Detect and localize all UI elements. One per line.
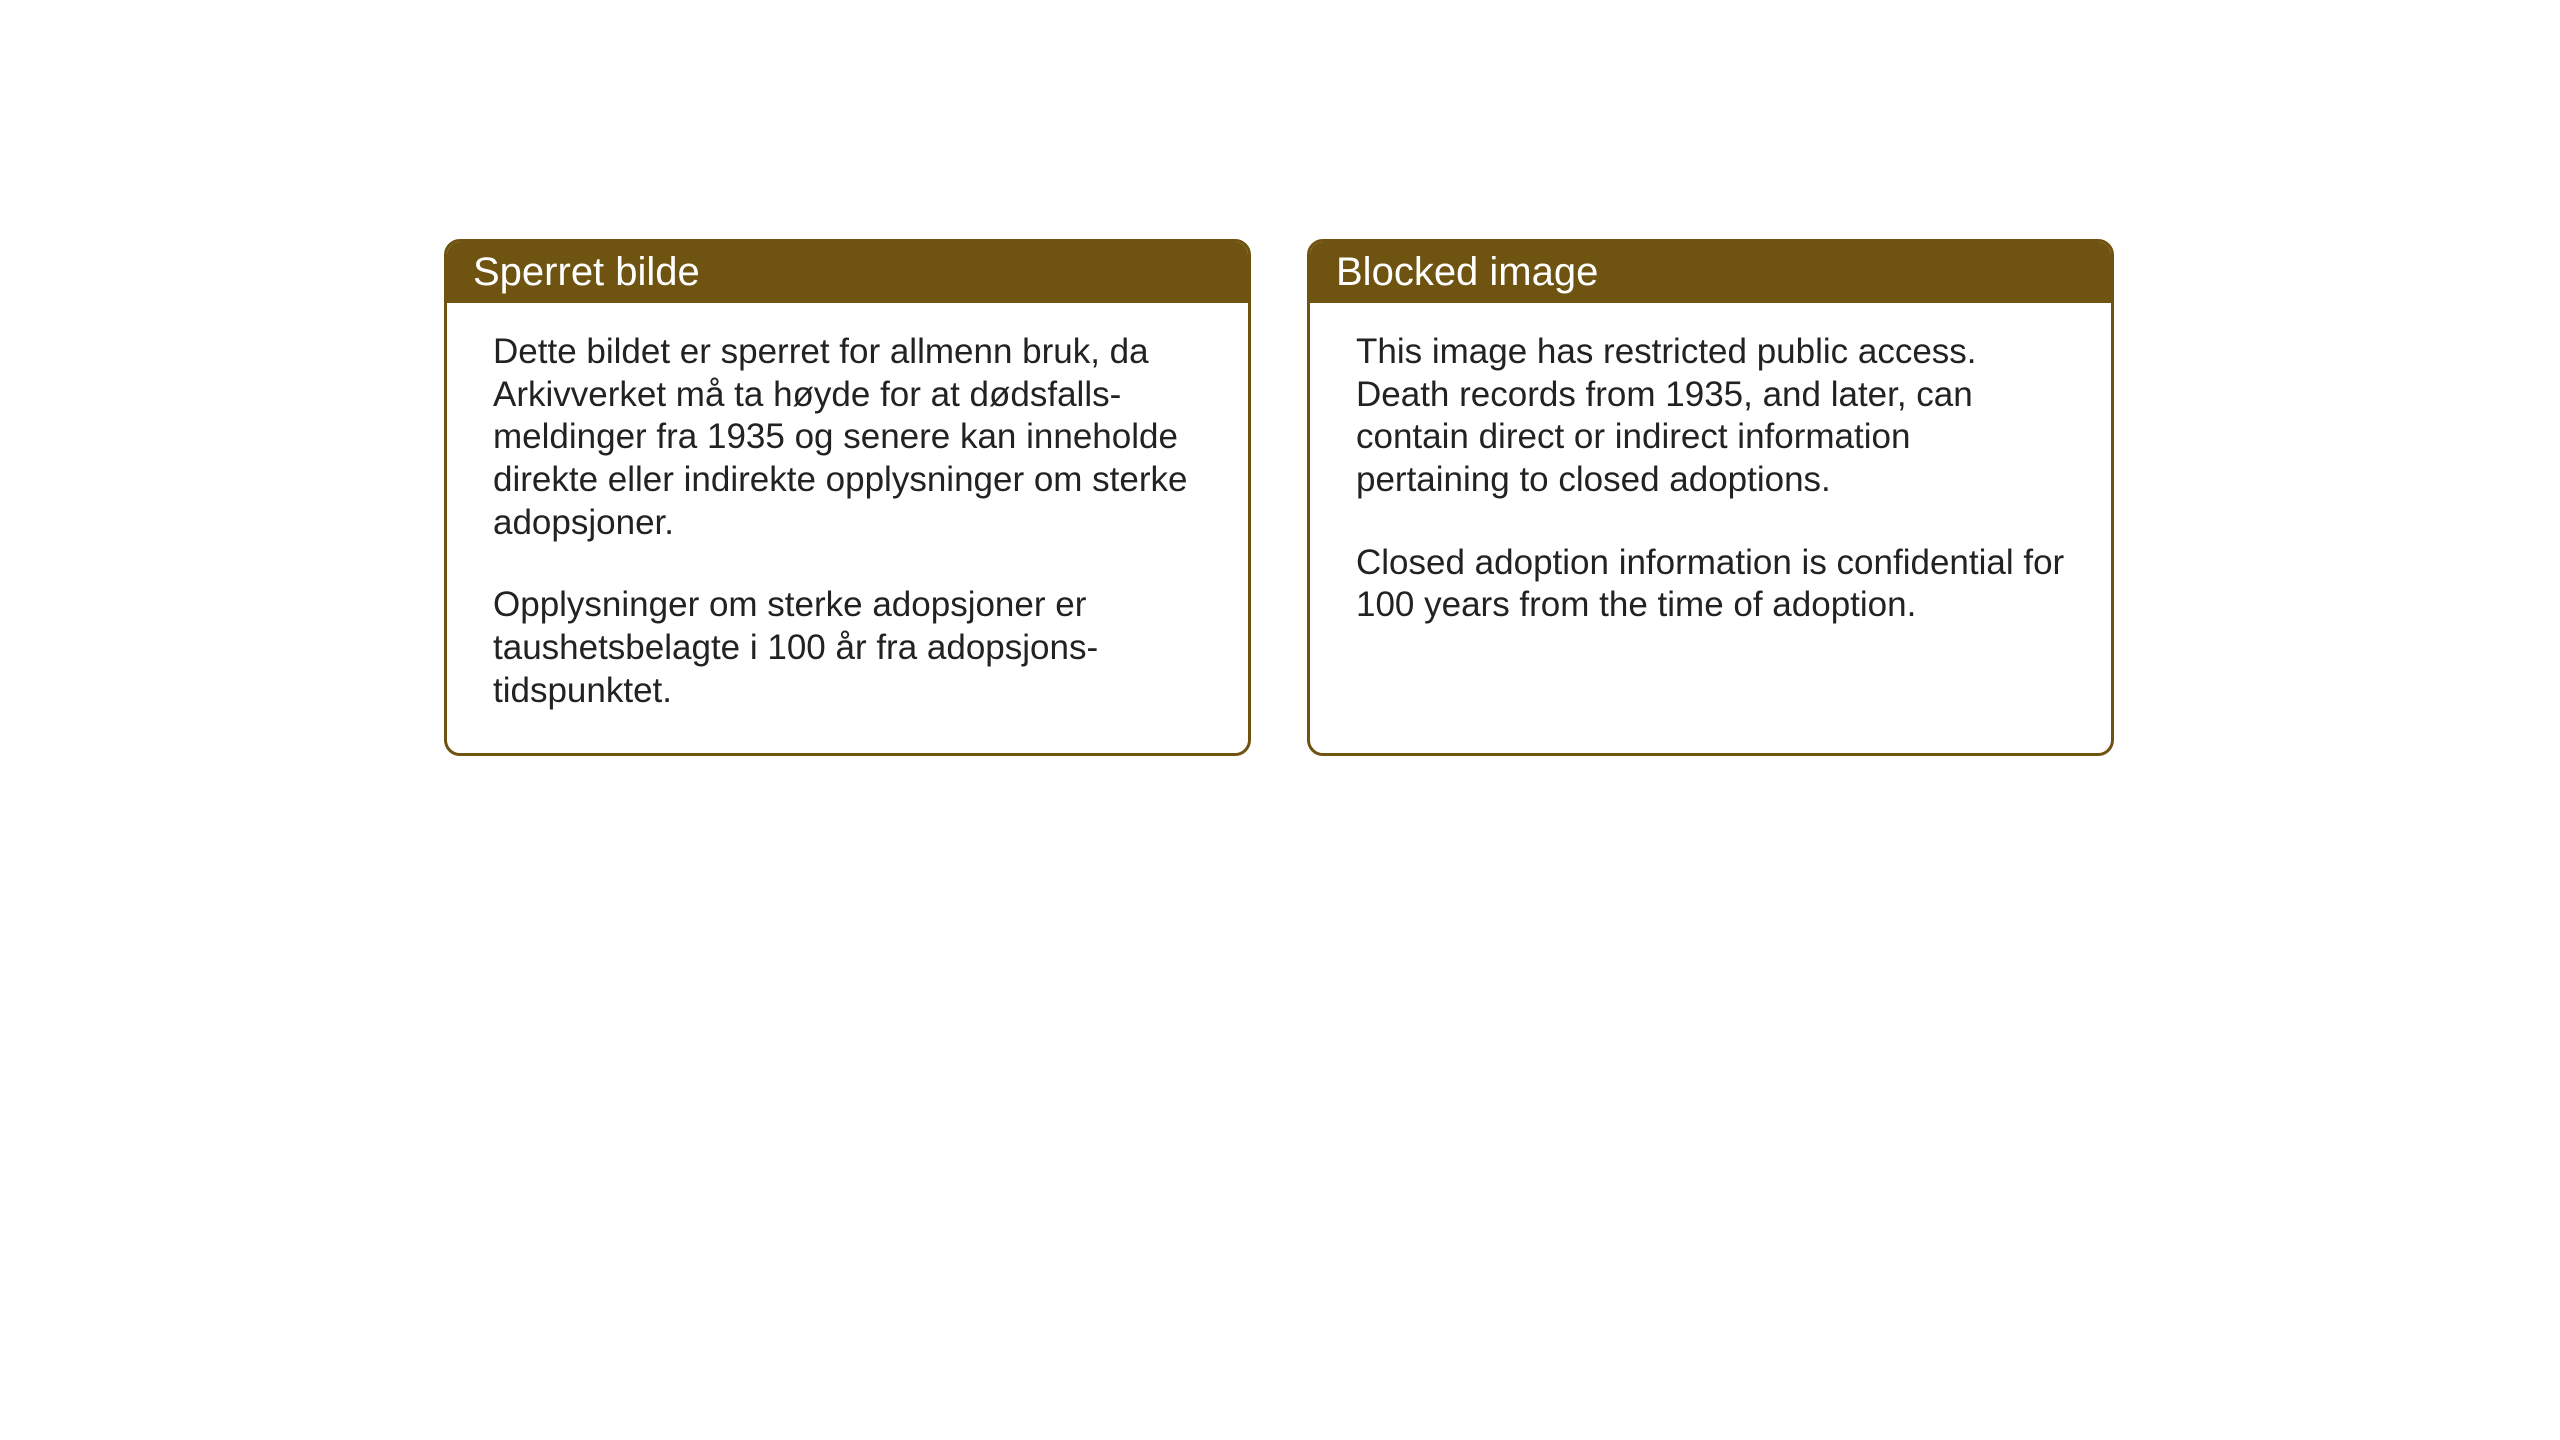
notice-card-norwegian: Sperret bilde Dette bildet er sperret fo… (444, 239, 1251, 756)
notice-paragraph: Dette bildet er sperret for allmenn bruk… (493, 331, 1202, 544)
notice-paragraph: Opplysninger om sterke adopsjoner er tau… (493, 584, 1202, 712)
notice-header-norwegian: Sperret bilde (447, 242, 1248, 303)
notice-body-english: This image has restricted public access.… (1310, 303, 2111, 727)
notice-title: Blocked image (1336, 250, 1598, 294)
notice-card-english: Blocked image This image has restricted … (1307, 239, 2114, 756)
notice-header-english: Blocked image (1310, 242, 2111, 303)
notice-paragraph: This image has restricted public access.… (1356, 331, 2065, 502)
notice-container: Sperret bilde Dette bildet er sperret fo… (444, 239, 2114, 756)
notice-paragraph: Closed adoption information is confident… (1356, 542, 2065, 627)
notice-body-norwegian: Dette bildet er sperret for allmenn bruk… (447, 303, 1248, 753)
notice-title: Sperret bilde (473, 250, 700, 294)
